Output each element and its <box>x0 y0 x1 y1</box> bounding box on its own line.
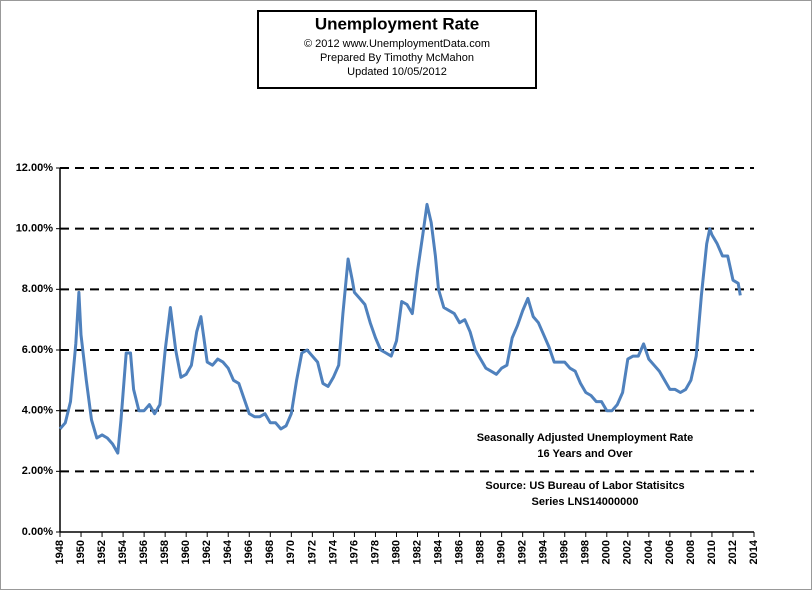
x-tick-label: 2002 <box>622 540 634 564</box>
subtitle: Updated 10/05/2012 <box>347 66 447 78</box>
annotation: Source: US Bureau of Labor Statisitcs <box>485 480 684 492</box>
x-tick-label: 1950 <box>75 540 87 564</box>
x-tick-label: 1984 <box>432 539 444 564</box>
x-tick-label: 1990 <box>496 540 508 564</box>
x-tick-label: 1958 <box>159 540 171 564</box>
x-tick-label: 1974 <box>327 539 339 564</box>
x-tick-label: 1956 <box>138 540 150 564</box>
annotation: 16 Years and Over <box>537 448 633 460</box>
annotation: Seasonally Adjusted Unemployment Rate <box>477 432 694 444</box>
y-tick-label: 12.00% <box>16 162 54 174</box>
x-tick-label: 2006 <box>664 540 676 564</box>
x-tick-label: 1980 <box>390 540 402 564</box>
x-tick-label: 1986 <box>453 540 465 564</box>
y-tick-label: 6.00% <box>22 344 53 356</box>
x-tick-label: 1960 <box>180 540 192 564</box>
y-tick-label: 10.00% <box>16 223 54 235</box>
y-tick-label: 8.00% <box>22 283 53 295</box>
x-tick-label: 1970 <box>285 540 297 564</box>
title-box <box>257 10 537 89</box>
x-tick-label: 1996 <box>559 540 571 564</box>
x-tick-label: 1966 <box>243 540 255 564</box>
x-tick-label: 1962 <box>201 540 213 564</box>
x-tick-label: 1952 <box>96 540 108 564</box>
x-tick-label: 1992 <box>517 540 529 564</box>
y-tick-label: 2.00% <box>22 465 53 477</box>
subtitle: Prepared By Timothy McMahon <box>320 52 474 64</box>
x-tick-label: 1948 <box>54 540 66 564</box>
y-tick-label: 4.00% <box>22 405 53 417</box>
chart-title: Unemployment Rate <box>315 14 479 33</box>
x-tick-label: 1994 <box>538 539 550 564</box>
annotation: Series LNS14000000 <box>531 496 638 508</box>
subtitle: © 2012 www.UnemploymentData.com <box>304 38 490 50</box>
y-tick-label: 0.00% <box>22 526 53 538</box>
x-tick-label: 2012 <box>727 540 739 564</box>
x-tick-label: 1978 <box>369 540 381 564</box>
x-tick-label: 1964 <box>222 539 234 564</box>
data-line <box>58 202 742 455</box>
x-tick-label: 1954 <box>117 539 129 564</box>
x-tick-label: 1972 <box>306 540 318 564</box>
x-tick-label: 1968 <box>264 540 276 564</box>
x-tick-label: 2010 <box>706 540 718 564</box>
x-tick-label: 1982 <box>411 540 423 564</box>
x-tick-label: 1976 <box>348 540 360 564</box>
x-tick-label: 2000 <box>601 540 613 564</box>
x-tick-label: 1988 <box>475 540 487 564</box>
x-tick-label: 2008 <box>685 540 697 564</box>
x-tick-label: 2014 <box>748 539 760 564</box>
x-tick-label: 1998 <box>580 540 592 564</box>
x-tick-label: 2004 <box>643 539 655 564</box>
